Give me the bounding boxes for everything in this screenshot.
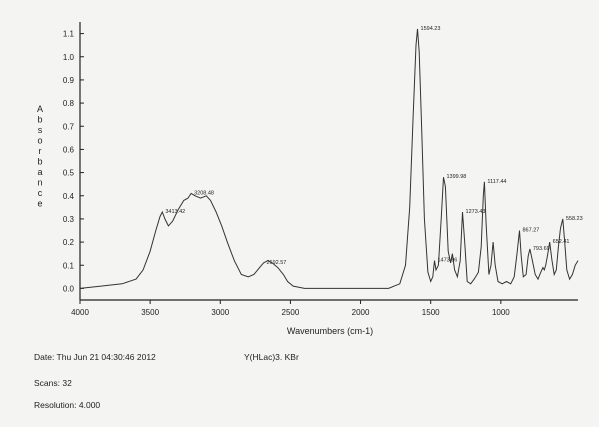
peak-label: 1117.44 [487,179,506,185]
x-tick-label: 2500 [282,308,300,317]
y-tick-label: 0.2 [63,238,75,247]
peak-label: 1273.43 [466,209,486,215]
x-tick-label: 1000 [492,308,510,317]
peak-label: 1473.96 [437,258,457,264]
y-axis-label-letter: n [37,178,42,188]
sample-name: Y(HLac)3. KBr [244,352,299,362]
y-tick-label: 0.6 [63,145,75,154]
y-axis-label-letter: c [38,188,43,198]
y-axis-label-letter: o [37,136,42,146]
x-tick-label: 1500 [422,308,440,317]
x-tick-label: 4000 [71,308,89,317]
peak-label: 793.69 [533,246,550,252]
spectrum-series [79,28,579,289]
y-axis-label-letter: r [39,146,42,156]
resolution: Resolution: 4.000 [34,400,101,410]
peak-labels: 3413.42 3208.48 2692.57 1594.23 1473.96 1399.… [165,26,582,266]
y-tick-label: 0.4 [63,192,75,201]
chart-axes [79,22,578,301]
peak-label: 1594.23 [421,26,441,32]
y-tick-label: 0.1 [63,261,75,270]
y-axis-ticks: 0.0 0.1 0.2 0.3 0.4 0.5 0.6 0.7 0.8 0.9 1.0 1.1 [63,30,84,293]
y-axis-label-letter: b [37,115,42,125]
spectrum-line [79,28,579,289]
x-axis-ticks: 4000 3500 3000 2500 2000 1500 1000 [71,300,510,317]
y-tick-label: 0.8 [63,99,75,108]
peak-label: 867.27 [523,228,540,234]
y-axis-label-letter: A [37,104,43,114]
x-axis-label: Wavenumbers (cm-1) [287,326,373,336]
peak-label: 3413.42 [165,209,185,215]
y-axis-label-letter: a [37,167,42,177]
y-tick-label: 0.7 [63,122,75,131]
y-tick-label: 1.0 [63,53,75,62]
peak-label: 652.41 [553,239,570,245]
y-tick-label: 0.3 [63,215,75,224]
peak-label: 2692.57 [266,260,286,266]
x-tick-label: 2000 [352,308,370,317]
x-tick-label: 3000 [211,308,229,317]
scan-count: Scans: 32 [34,378,72,388]
y-axis-label-letter: s [38,125,43,135]
peak-label: 558.23 [566,216,583,222]
y-axis-label-letter: e [37,199,42,209]
acquisition-date: Date: Thu Jun 21 04:30:46 2012 [34,352,156,362]
y-tick-label: 0.0 [63,284,75,293]
y-tick-label: 1.1 [63,30,75,39]
peak-label: 1399.98 [446,174,466,180]
y-axis-label-letter: b [37,157,42,167]
y-tick-label: 0.5 [63,169,75,178]
y-tick-label: 0.9 [63,76,75,85]
peak-label: 3208.48 [194,190,214,196]
x-tick-label: 3500 [141,308,159,317]
